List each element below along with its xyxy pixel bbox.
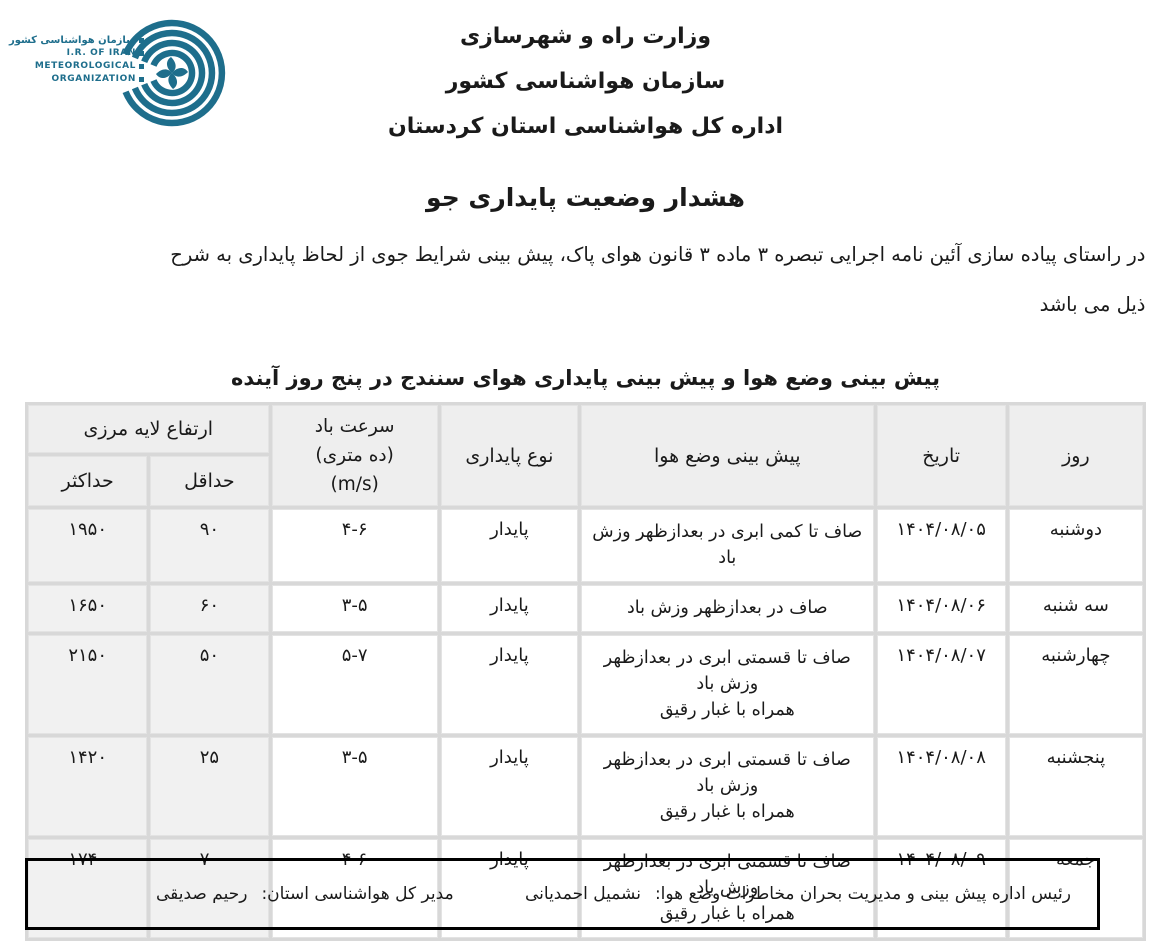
pinwheel-icon (156, 57, 188, 89)
logo-notch-icon (139, 51, 144, 56)
cell-day: چهارشنبه (1008, 635, 1143, 734)
forecast-line1: صاف در بعدازظهر وزش باد (627, 598, 828, 618)
logo-text: سازمان هواشناسی کشور I.R. OF IRAN METEOR… (9, 34, 144, 86)
cell-date: ۱۴۰۴/۰۸/۰۷ (876, 635, 1006, 734)
wind-header-unit: (m/s) (330, 474, 379, 495)
table-row: دوشنبه ۱۴۰۴/۰۸/۰۵ صاف تا کمی ابری در بعد… (28, 509, 1143, 582)
wind-value: ۴-۶ (341, 519, 368, 540)
signature-forecast-head: رئیس اداره پیش بینی و مدیریت بحران مخاطر… (525, 884, 1071, 904)
logo-fa-name: سازمان هواشناسی کشور (8, 35, 136, 46)
wind-header-line2: (ده متری) (315, 445, 394, 466)
col-header-max: حداکثر (28, 455, 148, 506)
wind-value: ۳-۵ (341, 595, 368, 616)
logo-notch-icon (139, 77, 144, 82)
date-value: ۱۴۰۴/۰۸/۰۸ (896, 747, 986, 768)
cell-forecast: صاف تا کمی ابری در بعدازظهر وزش باد (581, 509, 874, 582)
cell-wind: ۳-۵ (271, 585, 438, 632)
cell-stability: پایدار (440, 509, 579, 582)
forecast-line1: صاف تا قسمتی ابری در بعدازظهر وزش باد (603, 852, 851, 898)
cell-max: ۱۹۵۰ (28, 509, 148, 582)
intro-line2: ذیل می باشد (1039, 293, 1146, 316)
cell-day: دوشنبه (1008, 509, 1143, 582)
letterhead-line-province-office: اداره کل هواشناسی استان کردستان (387, 114, 784, 139)
col-header-date: تاریخ (876, 405, 1006, 506)
letterhead-line-ministry: وزارت راه و شهرسازی (459, 24, 712, 49)
logo-en-line2: METEOROLOGICAL (34, 61, 136, 71)
forecast-line2: همراه با غبار رقیق (659, 904, 795, 924)
intro-paragraph: در راستای پیاده سازی آئین نامه اجرایی تب… (26, 230, 1146, 330)
cell-max: ۱۴۲۰ (28, 737, 148, 836)
signature-left-name: رحیم صدیقی (156, 884, 248, 904)
forecast-line2: همراه با غبار رقیق (659, 802, 795, 822)
cell-forecast: صاف در بعدازظهر وزش باد (581, 585, 874, 632)
signature-director-general: مدیر کل هواشناسی استان: رحیم صدیقی (156, 884, 454, 904)
logo-notch-icon (139, 38, 144, 43)
col-header-forecast: پیش بینی وضع هوا (581, 405, 874, 506)
forecast-line2: همراه با غبار رقیق (659, 700, 795, 720)
wind-value: ۵-۷ (341, 645, 368, 666)
logo-en-line3: ORGANIZATION (51, 74, 136, 84)
cell-wind: ۴-۶ (271, 839, 438, 938)
cell-forecast: صاف تا قسمتی ابری در بعدازظهر وزش باد هم… (581, 635, 874, 734)
logo-notch-icon (139, 64, 144, 69)
cell-stability: پایدار (440, 585, 579, 632)
forecast-line1: صاف تا کمی ابری در بعدازظهر وزش باد (592, 522, 863, 568)
signature-left-label: مدیر کل هواشناسی استان: (261, 884, 454, 904)
col-header-boundary-layer: ارتفاع لایه مرزی (28, 405, 269, 453)
warning-title: هشدار وضعیت پایداری جو (426, 183, 745, 212)
table-row: سه شنبه ۱۴۰۴/۰۸/۰۶ صاف در بعدازظهر وزش ب… (28, 585, 1143, 632)
signature-right-name: نشمیل احمدیانی (525, 884, 641, 904)
letterhead: وزارت راه و شهرسازی سازمان هواشناسی کشور… (0, 0, 1171, 149)
col-header-wind-speed: سرعت باد (ده متری) (m/s) (271, 405, 438, 506)
cell-forecast: صاف تا قسمتی ابری در بعدازظهر وزش باد هم… (581, 839, 874, 938)
wind-value: ۳-۵ (341, 747, 368, 768)
spiral-icon (122, 19, 226, 127)
logo-en-line1: I.R. OF IRAN (66, 48, 136, 58)
cell-min: ۵۰ (150, 635, 269, 734)
date-value: ۱۴۰۴/۰۸/۰۶ (896, 595, 986, 616)
cell-stability: پایدار (440, 737, 579, 836)
cell-day: سه شنبه (1008, 585, 1143, 632)
cell-wind: ۳-۵ (271, 737, 438, 836)
cell-min: ۲۵ (150, 737, 269, 836)
cell-wind: ۴-۶ (271, 509, 438, 582)
forecast-table: روز تاریخ پیش بینی وضع هوا نوع پایداری س… (25, 402, 1146, 941)
table-row: جمعه ۱۴۰۴/۰۸/۰۹ صاف تا قسمتی ابری در بعد… (28, 839, 1143, 938)
date-value: ۱۴۰۴/۰۸/۰۷ (896, 645, 986, 666)
cell-forecast: صاف تا قسمتی ابری در بعدازظهر وزش باد هم… (581, 737, 874, 836)
cell-min: ۹۰ (150, 509, 269, 582)
cell-date: ۱۴۰۴/۰۸/۰۶ (876, 585, 1006, 632)
forecast-line1: صاف تا قسمتی ابری در بعدازظهر وزش باد (603, 750, 851, 796)
signature-right-label: رئیس اداره پیش بینی و مدیریت بحران مخاطر… (654, 884, 1071, 904)
imo-logo: سازمان هواشناسی کشور I.R. OF IRAN METEOR… (9, 10, 228, 136)
col-header-min: حداقل (150, 455, 269, 506)
cell-stability: پایدار (440, 839, 579, 938)
cell-max: ۱۶۵۰ (28, 585, 148, 632)
cell-day: جمعه (1008, 839, 1143, 938)
date-value: ۱۴۰۴/۰۸/۰۵ (896, 519, 986, 540)
cell-date: ۱۴۰۴/۰۸/۰۸ (876, 737, 1006, 836)
cell-day: پنجشنبه (1008, 737, 1143, 836)
forecast-line1: صاف تا قسمتی ابری در بعدازظهر وزش باد (603, 648, 851, 694)
cell-wind: ۵-۷ (271, 635, 438, 734)
wind-header-line1: سرعت باد (314, 416, 395, 437)
table-row: پنجشنبه ۱۴۰۴/۰۸/۰۸ صاف تا قسمتی ابری در … (28, 737, 1143, 836)
intro-line1: در راستای پیاده سازی آئین نامه اجرایی تب… (170, 243, 1146, 266)
cell-stability: پایدار (440, 635, 579, 734)
col-header-day: روز (1008, 405, 1143, 506)
col-header-stability: نوع پایداری (440, 405, 579, 506)
signature-box: رئیس اداره پیش بینی و مدیریت بحران مخاطر… (25, 858, 1100, 930)
cell-max: ۲۱۵۰ (28, 635, 148, 734)
cell-min: ۶۰ (150, 585, 269, 632)
table-row: چهارشنبه ۱۴۰۴/۰۸/۰۷ صاف تا قسمتی ابری در… (28, 635, 1143, 734)
cell-date: ۱۴۰۴/۰۸/۰۵ (876, 509, 1006, 582)
cell-min: ۷۰ (150, 839, 269, 938)
letterhead-line-organization: سازمان هواشناسی کشور (445, 69, 726, 94)
table-title: پیش بینی وضع هوا و پیش بینی پایداری هوای… (231, 366, 940, 390)
cell-max: ۱۷۴۰ (28, 839, 148, 938)
